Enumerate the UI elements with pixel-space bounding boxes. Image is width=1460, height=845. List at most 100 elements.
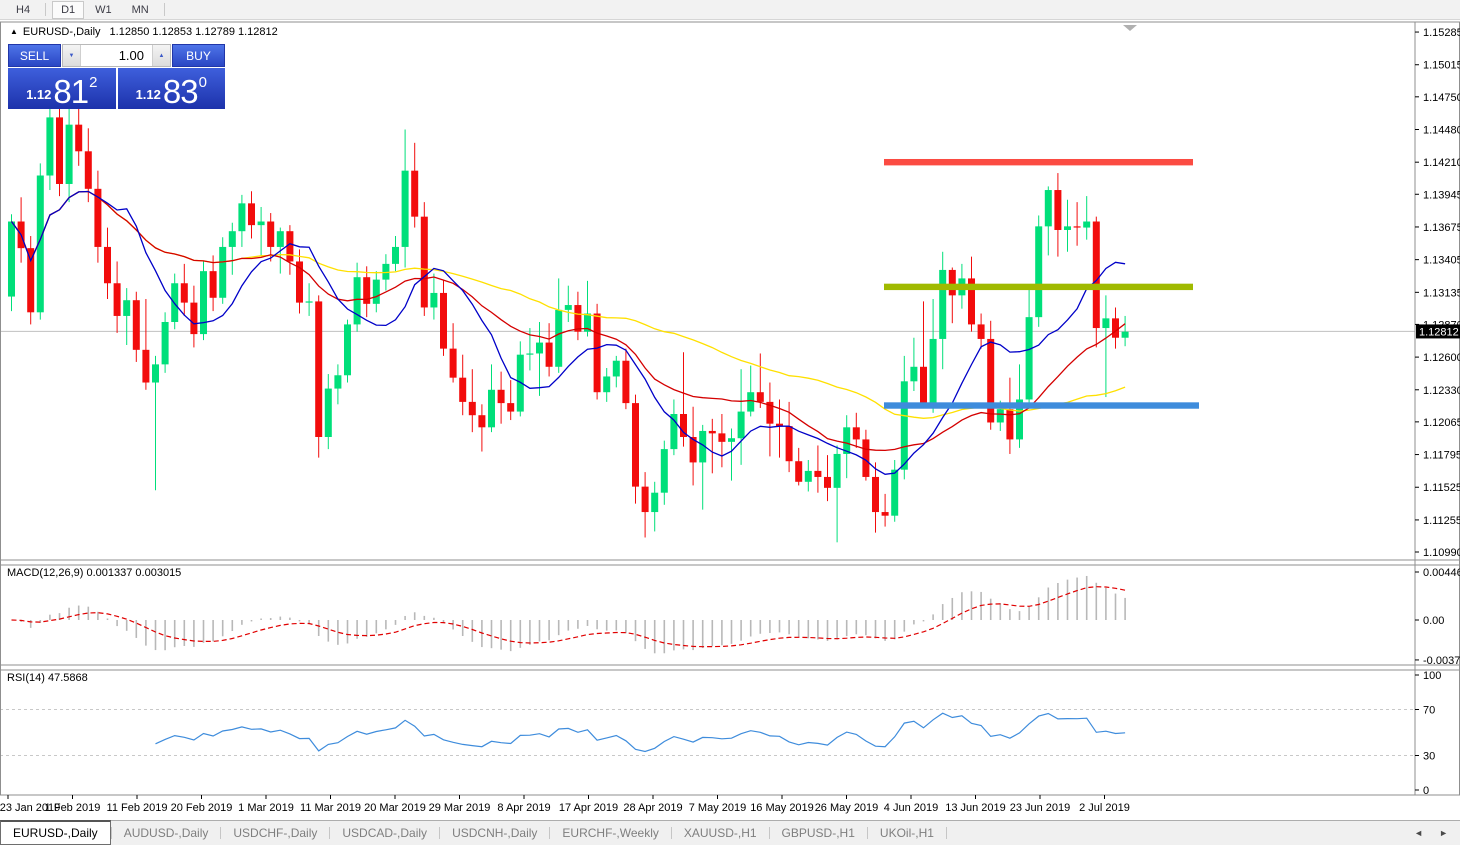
candle-body [804, 470, 812, 482]
candle-body [209, 271, 217, 298]
timeframe-button-w1[interactable]: W1 [86, 1, 121, 19]
ask-price-prefix: 1.12 [135, 87, 161, 102]
candle-body [1092, 221, 1100, 329]
candle-body [1073, 226, 1081, 228]
date-tick-label: 20 Feb 2019 [171, 802, 233, 814]
tab-separator [329, 827, 331, 839]
buy-button[interactable]: BUY [172, 44, 225, 67]
symbol-tab-eurchf[interactable]: EURCHF-,Weekly [562, 826, 659, 840]
price-tick-label: 1.13405 [1423, 255, 1460, 267]
candle-body [1102, 318, 1110, 329]
candle-body [1064, 226, 1071, 230]
candle-body [468, 401, 476, 416]
symbol-tab-usdcnh[interactable]: USDCNH-,Daily [452, 826, 538, 840]
date-tick-label: 29 Mar 2019 [429, 802, 491, 814]
symbol-tab-xauusd[interactable]: XAUUSD-,H1 [683, 826, 757, 840]
symbol-tab-audusd[interactable]: AUDUSD-,Daily [123, 826, 209, 840]
candle-body [219, 246, 227, 298]
candle-body [881, 512, 889, 516]
sell-price-display[interactable]: 1.12 81 2 [8, 68, 116, 109]
volume-increase-button[interactable]: ▲ [152, 45, 170, 66]
candle-body [1006, 409, 1014, 440]
price-tick-label: 1.13945 [1423, 189, 1460, 201]
date-tick-label: 11 Feb 2019 [107, 802, 168, 814]
symbol-tab-eurusd[interactable]: EURUSD-,Daily [0, 820, 111, 845]
candle-body [718, 433, 726, 442]
ask-price-point: 0 [198, 74, 207, 91]
macd-indicator-label: MACD(12,26,9) 0.001337 0.003015 [7, 567, 181, 579]
candle-body [708, 430, 716, 434]
candle-body [257, 221, 265, 226]
rsi-axis-label: 30 [1423, 751, 1435, 763]
tab-separator [866, 827, 868, 839]
one-click-trading-panel: SELL ▼ ▲ BUY 1.12 81 2 1.12 83 0 [8, 44, 225, 109]
tab-separator [110, 827, 112, 839]
symbol-tab-ukoil[interactable]: UKOil-,H1 [879, 826, 934, 840]
volume-input[interactable] [81, 45, 152, 66]
rsi-line [155, 712, 1126, 753]
support-hline[interactable] [884, 402, 1199, 409]
candle-body [670, 413, 678, 450]
volume-decrease-button[interactable]: ▼ [63, 45, 81, 66]
candle-body [1083, 221, 1091, 228]
tab-scroll-left-icon[interactable]: ◄ [1414, 828, 1424, 838]
price-tick-label: 1.11795 [1423, 450, 1460, 462]
candle-body [593, 313, 601, 393]
candle-body [766, 401, 774, 424]
candle-body [843, 427, 851, 454]
candle-body [1016, 399, 1023, 440]
price-tick-label: 1.13675 [1423, 222, 1460, 234]
symbol-tab-gbpusd[interactable]: GBPUSD-,H1 [781, 826, 855, 840]
candle-body [344, 324, 351, 376]
candle-body [65, 124, 73, 184]
candle-body [248, 203, 255, 226]
symbol-tab-usdcad[interactable]: USDCAD-,Daily [342, 826, 428, 840]
date-tick-label: 11 Mar 2019 [300, 802, 361, 814]
volume-control: ▼ ▲ [62, 44, 171, 67]
candle-body [891, 469, 899, 516]
price-axis[interactable]: 1.15285 1.15015 1.14750 1.14480 1.14210 1.139… [1415, 27, 1460, 797]
bid-price-point: 2 [89, 74, 98, 91]
chart-title: ▲ EURUSD-,Daily 1.12850 1.12853 1.12789 1.… [10, 26, 278, 38]
candle-body [46, 117, 54, 176]
rsi-axis-label: 100 [1423, 670, 1441, 682]
candle-body [449, 348, 457, 378]
candle-body [8, 221, 15, 297]
symbol-tab-bar: EURUSD-,Daily AUDUSD-,Daily USDCHF-,Daily U… [0, 820, 1460, 845]
date-tick-label: 4 Jun 2019 [884, 802, 938, 814]
timeframe-toolbar: H4 D1 W1 MN [0, 0, 1460, 20]
resistance-hline[interactable] [884, 158, 1193, 166]
candle-body [152, 364, 159, 383]
ma-fast-line [10, 190, 1126, 475]
date-tick-label: 7 May 2019 [689, 802, 746, 814]
chevron-down-icon: ▼ [68, 52, 75, 59]
chart-shift-marker-icon[interactable] [1123, 25, 1137, 31]
candle-body [430, 292, 438, 308]
toolbar-separator [45, 3, 47, 16]
macd-axis-label: -0.003715 [1423, 655, 1460, 667]
candle-body [929, 338, 937, 405]
timeframe-button-h4[interactable]: H4 [7, 1, 39, 19]
candle-body [267, 221, 275, 247]
timeframe-button-d1[interactable]: D1 [52, 0, 85, 19]
buy-price-display[interactable]: 1.12 83 0 [117, 68, 225, 109]
tab-separator [439, 827, 441, 839]
macd-name: MACD(12,26,9) [7, 567, 84, 579]
collapse-window-icon[interactable]: ▲ [10, 27, 18, 36]
tab-separator [549, 827, 551, 839]
tab-scroll-right-icon[interactable]: ► [1439, 828, 1448, 838]
rsi-value: 47.5868 [47, 672, 88, 684]
timeframe-button-mn[interactable]: MN [123, 1, 158, 19]
candle-body [104, 246, 111, 284]
mid-level-hline[interactable] [884, 283, 1193, 291]
date-tick-label: 1 Mar 2019 [238, 802, 294, 814]
sell-button[interactable]: SELL [8, 44, 61, 67]
candle-body [459, 377, 467, 402]
ma-mid-line [10, 190, 1126, 452]
symbol-tab-usdchf[interactable]: USDCHF-,Daily [233, 826, 318, 840]
candle-body [660, 449, 668, 493]
candle-body [987, 338, 995, 423]
candlestick-series [8, 99, 1129, 543]
